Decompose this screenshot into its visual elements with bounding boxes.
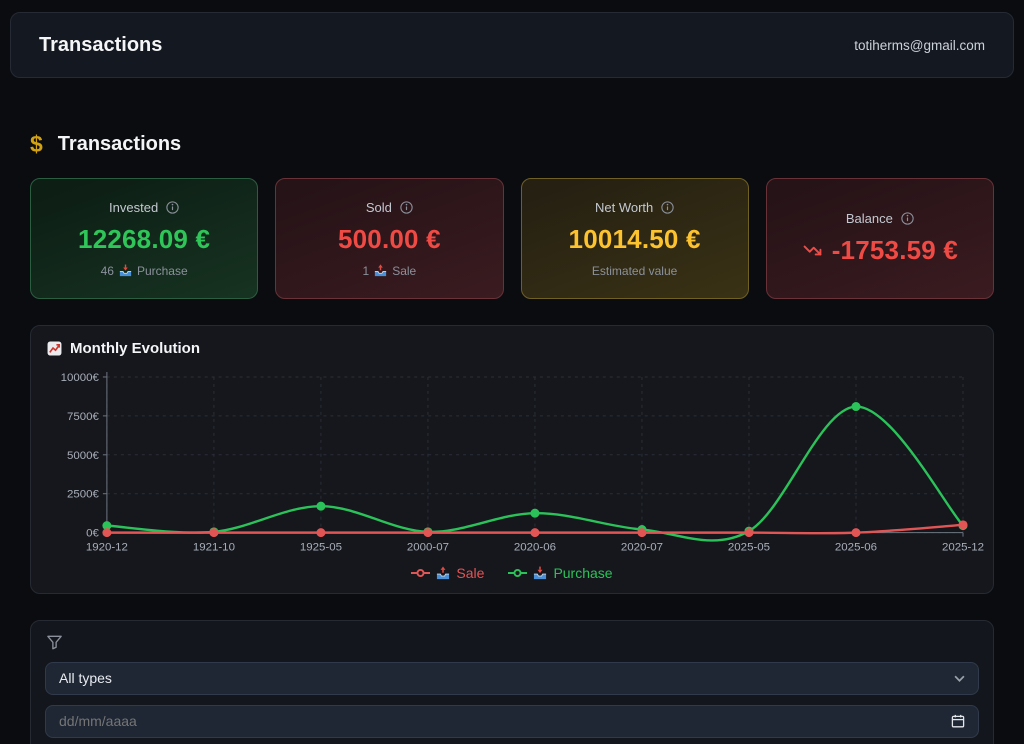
stat-card-sold: Sold 500.00 € 1 Sale xyxy=(275,178,504,299)
balance-value-row: -1753.59 € xyxy=(802,235,958,266)
stat-label: Net Worth xyxy=(594,199,654,215)
chart-legend: Sale Purchase xyxy=(47,565,977,581)
svg-text:1921-10: 1921-10 xyxy=(193,542,235,554)
outbox-tray-icon xyxy=(374,264,387,277)
svg-text:0€: 0€ xyxy=(86,528,99,540)
sale-count: 1 xyxy=(362,263,370,278)
legend-label: Sale xyxy=(456,564,485,581)
filters-panel: All types xyxy=(30,619,994,744)
legend-item-sale[interactable]: Sale xyxy=(411,565,484,581)
funnel-icon xyxy=(45,633,64,652)
stat-cards-row: Invested 12268.09 € 46 Purchase Sold 500… xyxy=(30,178,994,299)
monthly-evolution-chart[interactable]: 0€ 2500€ 5000€ 7500€ 10000€ 1920-12 1921-10 192… xyxy=(47,365,984,557)
svg-text:2020-07: 2020-07 xyxy=(621,542,663,554)
purchase-count-label: Purchase xyxy=(136,263,188,278)
svg-text:2025-05: 2025-05 xyxy=(728,542,770,554)
net-worth-value: 10014.50 € xyxy=(568,223,701,254)
outbox-tray-icon xyxy=(436,566,450,580)
page-title: Transactions xyxy=(39,33,163,56)
purchase-count: 46 xyxy=(100,263,114,278)
line-point-marker-icon xyxy=(411,568,430,578)
sold-subtitle: 1 Sale xyxy=(363,264,417,278)
invested-subtitle: 46 Purchase xyxy=(101,264,188,278)
legend-item-purchase[interactable]: Purchase xyxy=(508,564,613,581)
dollar-icon: $ xyxy=(30,131,43,157)
svg-text:2020-06: 2020-06 xyxy=(514,542,556,554)
info-icon[interactable] xyxy=(166,201,179,214)
chart-increasing-icon xyxy=(47,341,62,356)
stat-label: Invested xyxy=(109,199,159,215)
svg-text:2500€: 2500€ xyxy=(67,489,100,501)
net-worth-subtitle: Estimated value xyxy=(591,263,678,278)
trending-down-icon xyxy=(802,241,823,260)
svg-text:10000€: 10000€ xyxy=(61,372,100,384)
stat-card-net-worth: Net Worth 10014.50 € Estimated value xyxy=(520,178,749,299)
stat-label: Balance xyxy=(845,211,893,226)
invested-value: 12268.09 € xyxy=(78,223,211,254)
stat-card-invested: Invested 12268.09 € 46 Purchase xyxy=(30,178,259,299)
section-header: $ Transactions xyxy=(30,133,994,156)
line-point-marker-icon xyxy=(508,568,527,578)
inbox-tray-icon xyxy=(119,264,132,277)
svg-text:2025-12: 2025-12 xyxy=(942,542,984,554)
svg-text:5000€: 5000€ xyxy=(67,450,100,462)
calendar-icon[interactable] xyxy=(951,714,965,728)
sold-value: 500.00 € xyxy=(337,223,441,254)
svg-text:2025-06: 2025-06 xyxy=(835,542,877,554)
inbox-tray-icon xyxy=(533,566,547,580)
svg-text:2000-07: 2000-07 xyxy=(407,542,449,554)
info-icon[interactable] xyxy=(400,201,413,214)
stat-card-balance: Balance -1753.59 € xyxy=(765,178,994,299)
info-icon[interactable] xyxy=(661,201,674,214)
date-filter-field xyxy=(45,704,979,738)
stat-label: Sold xyxy=(365,199,392,215)
date-filter-input[interactable] xyxy=(59,713,951,730)
svg-text:1920-12: 1920-12 xyxy=(86,542,128,554)
chart-title-row: Monthly Evolution xyxy=(47,340,977,357)
legend-label: Purchase xyxy=(553,564,613,581)
chart-title: Monthly Evolution xyxy=(70,340,200,357)
svg-text:7500€: 7500€ xyxy=(67,411,100,423)
topbar: Transactions totiherms@gmail.com xyxy=(10,12,1014,78)
info-icon[interactable] xyxy=(901,212,914,225)
balance-value: -1753.59 € xyxy=(831,235,959,265)
chevron-down-icon xyxy=(954,675,965,682)
svg-text:1925-05: 1925-05 xyxy=(300,542,342,554)
account-email: totiherms@gmail.com xyxy=(854,37,985,53)
section-title: Transactions xyxy=(57,133,182,155)
type-filter-select[interactable]: All types xyxy=(45,661,979,695)
sale-count-label: Sale xyxy=(392,263,417,278)
monthly-evolution-card: Monthly Evolution 0€ 2500€ 5000€ 7500€ 10000… xyxy=(30,325,994,594)
type-filter-value: All types xyxy=(59,670,112,687)
